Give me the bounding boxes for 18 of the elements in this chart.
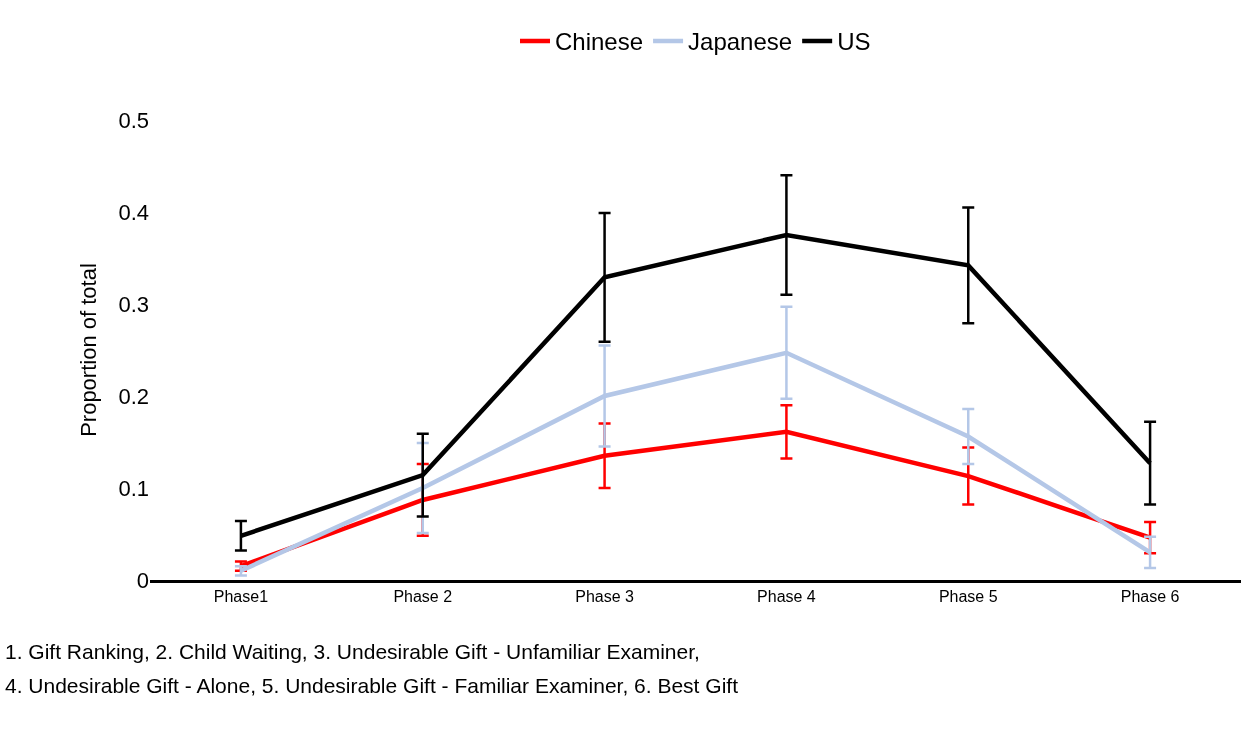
y-tick-label: 0.1 xyxy=(118,475,149,501)
x-tick-label: Phase 3 xyxy=(575,587,635,605)
text: 1. Gift Ranking, 2. Child Waiting, 3. Undesirable Gift - Unfamiliar Examiner, xyxy=(5,640,700,663)
x-tick-label: Phase 6 xyxy=(1120,587,1180,605)
y-tick-label: 0.4 xyxy=(118,199,149,225)
legend-label: US xyxy=(837,28,871,56)
x-tick-label: Phase1 xyxy=(213,587,269,605)
x-tick-label: Phase 2 xyxy=(393,587,453,605)
legend-label: Japanese xyxy=(688,28,793,56)
y-tick-label: 0.5 xyxy=(118,107,149,133)
legend-label: Chinese xyxy=(555,28,644,56)
y-tick-label: 0.3 xyxy=(118,291,149,317)
y-tick-label: 0 xyxy=(136,567,149,593)
y-axis-title: Proportion of total xyxy=(76,263,102,437)
text: 4. Undesirable Gift - Alone, 5. Undesirable Gift - Familiar Examiner, 6. Best Gift xyxy=(5,674,739,697)
x-tick-label: Phase 5 xyxy=(938,587,998,605)
x-tick-label: Phase 4 xyxy=(757,587,816,605)
y-tick-label: 0.2 xyxy=(118,383,149,409)
